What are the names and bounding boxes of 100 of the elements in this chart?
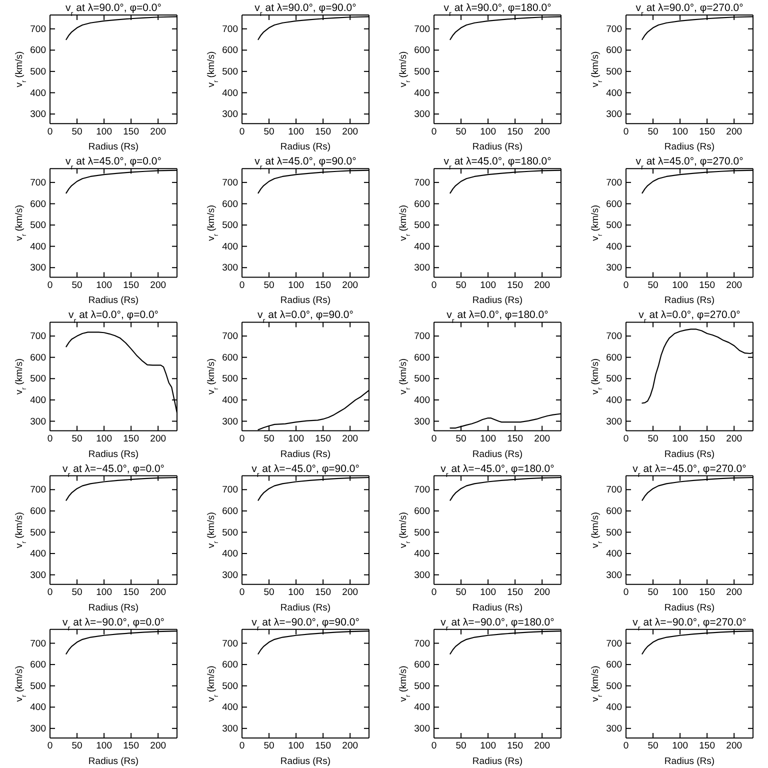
x-tick-label: 0	[239, 740, 245, 752]
y-tick-label: 600	[606, 198, 622, 210]
y-tick-label: 500	[30, 66, 46, 78]
y-tick-label: 500	[30, 374, 46, 385]
x-axis-title: Radius (Rs)	[280, 756, 331, 767]
x-tick-label: 150	[315, 587, 331, 598]
x-tick-label: 150	[699, 587, 715, 598]
x-tick-label: 0	[623, 434, 629, 445]
y-tick-label: 400	[222, 702, 238, 714]
y-tick-label: 700	[30, 177, 46, 188]
y-tick-label: 300	[30, 570, 46, 581]
x-tick-label: 150	[507, 280, 523, 291]
y-tick-label: 700	[606, 331, 622, 342]
x-tick-label: 200	[150, 587, 166, 598]
y-tick-label: 500	[606, 220, 622, 232]
y-tick-label: 600	[30, 352, 46, 364]
y-tick-label: 400	[30, 548, 46, 560]
y-tick-label: 300	[606, 262, 622, 274]
y-tick-label: 300	[414, 723, 430, 734]
x-tick-label: 0	[239, 587, 245, 598]
x-axis-title: Radius (Rs)	[88, 756, 139, 767]
y-tick-label: 400	[414, 241, 430, 252]
x-tick-label: 150	[699, 740, 715, 752]
x-tick-label: 50	[72, 126, 82, 138]
y-tick-label: 300	[414, 570, 430, 581]
y-tick-label: 600	[30, 506, 46, 517]
x-axis-title: Radius (Rs)	[280, 295, 331, 306]
y-tick-label: 500	[30, 680, 46, 692]
y-tick-label: 700	[222, 177, 238, 188]
x-tick-label: 100	[96, 126, 112, 138]
x-tick-label: 150	[507, 126, 523, 138]
y-tick-label: 500	[414, 220, 430, 232]
x-axis-title: Radius (Rs)	[280, 142, 331, 153]
y-tick-label: 500	[30, 220, 46, 232]
x-tick-label: 100	[672, 587, 688, 598]
y-tick-label: 500	[222, 374, 238, 385]
x-tick-label: 200	[342, 434, 358, 445]
y-tick-label: 300	[30, 723, 46, 734]
x-axis-title: Radius (Rs)	[664, 602, 715, 614]
y-tick-label: 500	[606, 680, 622, 692]
x-tick-label: 0	[623, 587, 629, 598]
y-tick-label: 500	[414, 527, 430, 538]
x-tick-label: 150	[315, 126, 331, 138]
x-tick-label: 100	[288, 280, 304, 291]
x-tick-label: 150	[315, 740, 331, 752]
y-tick-label: 700	[606, 484, 622, 496]
x-tick-label: 50	[72, 740, 82, 752]
y-tick-label: 400	[414, 702, 430, 714]
x-tick-label: 100	[480, 434, 496, 445]
y-tick-label: 700	[414, 638, 430, 650]
x-axis-title: Radius (Rs)	[664, 756, 715, 767]
y-tick-label: 500	[222, 220, 238, 232]
y-tick-label: 400	[606, 241, 622, 252]
x-axis-title: Radius (Rs)	[280, 448, 331, 460]
y-tick-label: 600	[222, 198, 238, 210]
x-tick-label: 150	[315, 280, 331, 291]
x-axis-title: Radius (Rs)	[664, 448, 715, 460]
x-axis-title: Radius (Rs)	[472, 142, 523, 153]
y-tick-label: 700	[30, 638, 46, 650]
x-axis-title: Radius (Rs)	[88, 295, 139, 306]
x-tick-label: 100	[480, 587, 496, 598]
x-tick-label: 0	[239, 126, 245, 138]
x-tick-label: 200	[150, 740, 166, 752]
x-tick-label: 150	[507, 740, 523, 752]
y-tick-label: 700	[606, 24, 622, 35]
y-tick-label: 600	[222, 45, 238, 56]
y-tick-label: 700	[222, 24, 238, 35]
x-tick-label: 100	[288, 587, 304, 598]
y-tick-label: 400	[414, 88, 430, 99]
x-tick-label: 200	[534, 740, 550, 752]
y-tick-label: 600	[30, 198, 46, 210]
x-tick-label: 0	[47, 740, 53, 752]
y-tick-label: 600	[30, 660, 46, 671]
x-tick-label: 200	[534, 280, 550, 291]
x-axis-title: Radius (Rs)	[88, 602, 139, 614]
x-tick-label: 200	[726, 740, 742, 752]
x-tick-label: 100	[672, 126, 688, 138]
x-tick-label: 0	[431, 740, 437, 752]
x-tick-label: 50	[648, 126, 658, 138]
y-tick-label: 300	[30, 416, 46, 428]
x-tick-label: 150	[123, 280, 139, 291]
y-tick-label: 500	[414, 680, 430, 692]
y-tick-label: 700	[606, 177, 622, 188]
y-tick-label: 300	[30, 262, 46, 274]
x-tick-label: 100	[480, 740, 496, 752]
x-tick-label: 0	[47, 126, 53, 138]
y-tick-label: 600	[222, 506, 238, 517]
x-axis-title: Radius (Rs)	[472, 448, 523, 460]
x-axis-title: Radius (Rs)	[664, 142, 715, 153]
x-tick-label: 200	[534, 587, 550, 598]
x-axis-title: Radius (Rs)	[664, 295, 715, 306]
x-tick-label: 100	[96, 434, 112, 445]
y-tick-label: 600	[30, 45, 46, 56]
y-tick-label: 700	[222, 484, 238, 496]
y-tick-label: 700	[30, 331, 46, 342]
y-tick-label: 400	[222, 394, 238, 406]
y-tick-label: 700	[30, 24, 46, 35]
x-tick-label: 100	[288, 126, 304, 138]
x-tick-label: 150	[123, 587, 139, 598]
x-tick-label: 50	[456, 740, 466, 752]
